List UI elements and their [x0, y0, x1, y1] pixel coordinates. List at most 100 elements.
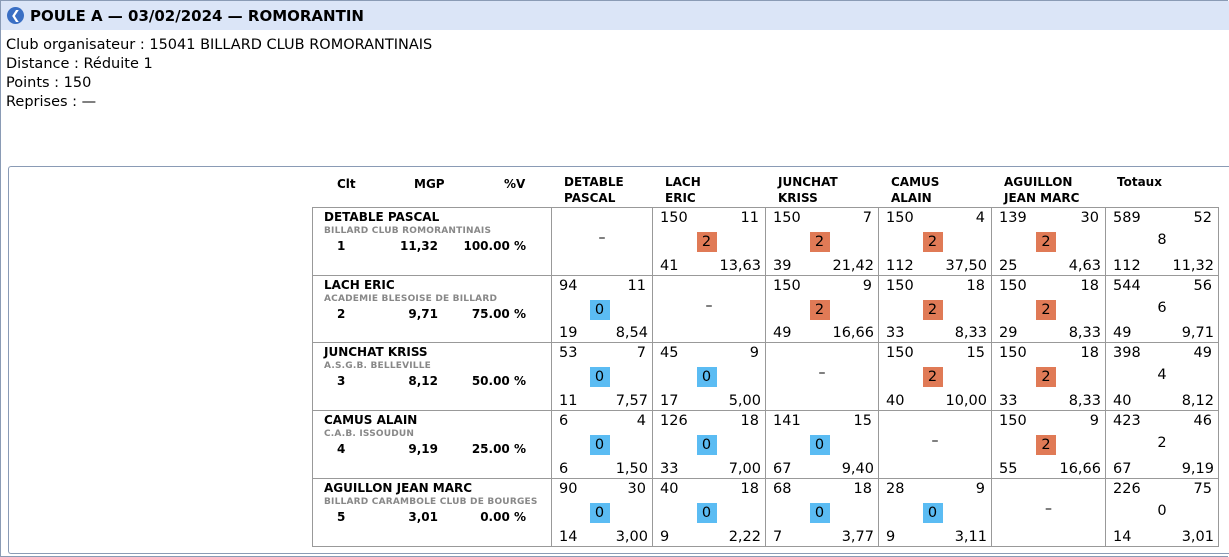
reprises-value: 9	[1089, 413, 1099, 429]
reprises-value: 11	[627, 278, 646, 294]
grid-line	[991, 207, 992, 546]
points-value: 150	[886, 278, 914, 294]
match-cell: 90 30 14 3,00 0	[552, 479, 652, 546]
points-value: 139	[999, 210, 1027, 226]
win-badge: 2	[1036, 300, 1056, 320]
average-value: 3,11	[954, 529, 987, 545]
header-player-col: LACH ERIC	[665, 174, 701, 206]
distance-info: Distance : Réduite 1	[6, 56, 153, 72]
player-club: BILLARD CARAMBOLE CLUB DE BOURGES	[324, 497, 538, 507]
organizer-club: Club organisateur : 15041 BILLARD CLUB R…	[6, 37, 433, 53]
back-arrow-icon[interactable]: ❮	[7, 7, 24, 24]
match-cell: 53 7 11 7,57 0	[552, 343, 652, 410]
best-series-value: 33	[660, 461, 679, 477]
match-cell: –	[653, 276, 765, 342]
no-match-dash: –	[1045, 501, 1052, 517]
header-totaux: Totaux	[1117, 175, 1162, 189]
header-player-firstname: JEAN MARC	[1004, 191, 1080, 205]
best-series-value: 17	[660, 393, 679, 409]
win-badge: 2	[1036, 232, 1056, 252]
reprises-value: 18	[740, 413, 759, 429]
header-player-lastname: JUNCHAT	[778, 175, 838, 189]
player-club: BILLARD CLUB ROMORANTINAIS	[324, 226, 492, 236]
points-value: 40	[660, 481, 679, 497]
match-cell: 150 4 112 37,50 2	[879, 208, 991, 275]
reprises-value: 75	[1193, 481, 1212, 497]
match-cell: 150 7 39 21,42 2	[766, 208, 878, 275]
reprises-value: 46	[1193, 413, 1212, 429]
average-value: 4,63	[1068, 258, 1101, 274]
reprises-value: 9	[862, 278, 872, 294]
loss-badge: 0	[696, 503, 717, 523]
points-value: 150	[886, 210, 914, 226]
title-bar: ❮ POULE A — 03/02/2024 — ROMORANTIN	[1, 1, 1229, 30]
reprises-value: 18	[853, 481, 872, 497]
player-name: CAMUS ALAIN	[324, 413, 418, 427]
page-title: POULE A — 03/02/2024 — ROMORANTIN	[30, 6, 364, 25]
match-cell: 150 9 49 16,66 2	[766, 276, 878, 342]
total-cell: 423 46 67 9,19 2	[1106, 411, 1218, 478]
player-rank: 1	[337, 239, 346, 253]
points-value: 150	[999, 345, 1027, 361]
best-series-value: 40	[1113, 393, 1132, 409]
best-series-value: 14	[1113, 529, 1132, 545]
average-value: 21,42	[832, 258, 874, 274]
reprises-value: 56	[1193, 278, 1212, 294]
points-value: 150	[999, 413, 1027, 429]
loss-badge: 0	[589, 300, 610, 320]
grid-line	[765, 207, 766, 546]
total-cell: 226 75 14 3,01 0	[1106, 479, 1218, 546]
points-value: 45	[660, 345, 679, 361]
average-value: 8,12	[1181, 393, 1214, 409]
reprises-value: 7	[636, 345, 646, 361]
player-pct: 75.00 %	[471, 307, 526, 321]
reprises-value: 30	[627, 481, 646, 497]
match-cell: –	[879, 411, 991, 478]
match-cell: 141 15 67 9,40 0	[766, 411, 878, 478]
grid-line	[1218, 207, 1219, 546]
win-badge: 2	[1036, 435, 1056, 455]
points-value: 544	[1113, 278, 1141, 294]
average-value: 16,66	[832, 325, 874, 341]
reprises-value: 7	[862, 210, 872, 226]
points-value: 150	[773, 278, 801, 294]
average-value: 13,63	[719, 258, 761, 274]
header-pct-victory: %V	[504, 177, 526, 191]
player-rank: 4	[337, 442, 346, 456]
points-info: Points : 150	[6, 75, 92, 91]
best-series-value: 49	[1113, 325, 1132, 341]
no-match-dash: –	[705, 298, 713, 314]
points-value: 53	[559, 345, 578, 361]
points-value: 28	[886, 481, 905, 497]
header-player-firstname: ERIC	[665, 191, 696, 205]
total-match-points: 0	[1157, 503, 1167, 519]
header-player-col: DETABLE PASCAL	[564, 174, 624, 206]
points-value: 150	[660, 210, 688, 226]
header-player-firstname: PASCAL	[564, 191, 616, 205]
match-cell: 150 9 55 16,66 2	[992, 411, 1105, 478]
average-value: 3,01	[1181, 529, 1214, 545]
match-cell: –	[766, 343, 878, 410]
header-player-firstname: KRISS	[778, 191, 818, 205]
average-value: 9,71	[1181, 325, 1214, 341]
best-series-value: 55	[999, 461, 1018, 477]
points-value: 68	[773, 481, 792, 497]
average-value: 10,00	[945, 393, 987, 409]
average-value: 16,66	[1059, 461, 1101, 477]
win-badge: 2	[922, 367, 943, 387]
total-match-points: 8	[1157, 232, 1167, 248]
player-pct: 0.00 %	[480, 510, 526, 524]
reprises-value: 18	[1080, 278, 1099, 294]
best-series-value: 29	[999, 325, 1018, 341]
loss-badge: 0	[809, 503, 830, 523]
best-series-value: 7	[773, 529, 783, 545]
average-value: 8,33	[1068, 325, 1101, 341]
match-cell: 68 18 7 3,77 0	[766, 479, 878, 546]
best-series-value: 11	[559, 393, 578, 409]
best-series-value: 67	[1113, 461, 1132, 477]
best-series-value: 9	[886, 529, 896, 545]
best-series-value: 112	[1113, 258, 1141, 274]
player-club: C.A.B. ISSOUDUN	[324, 429, 415, 439]
player-rank: 2	[337, 307, 346, 321]
points-value: 90	[559, 481, 578, 497]
